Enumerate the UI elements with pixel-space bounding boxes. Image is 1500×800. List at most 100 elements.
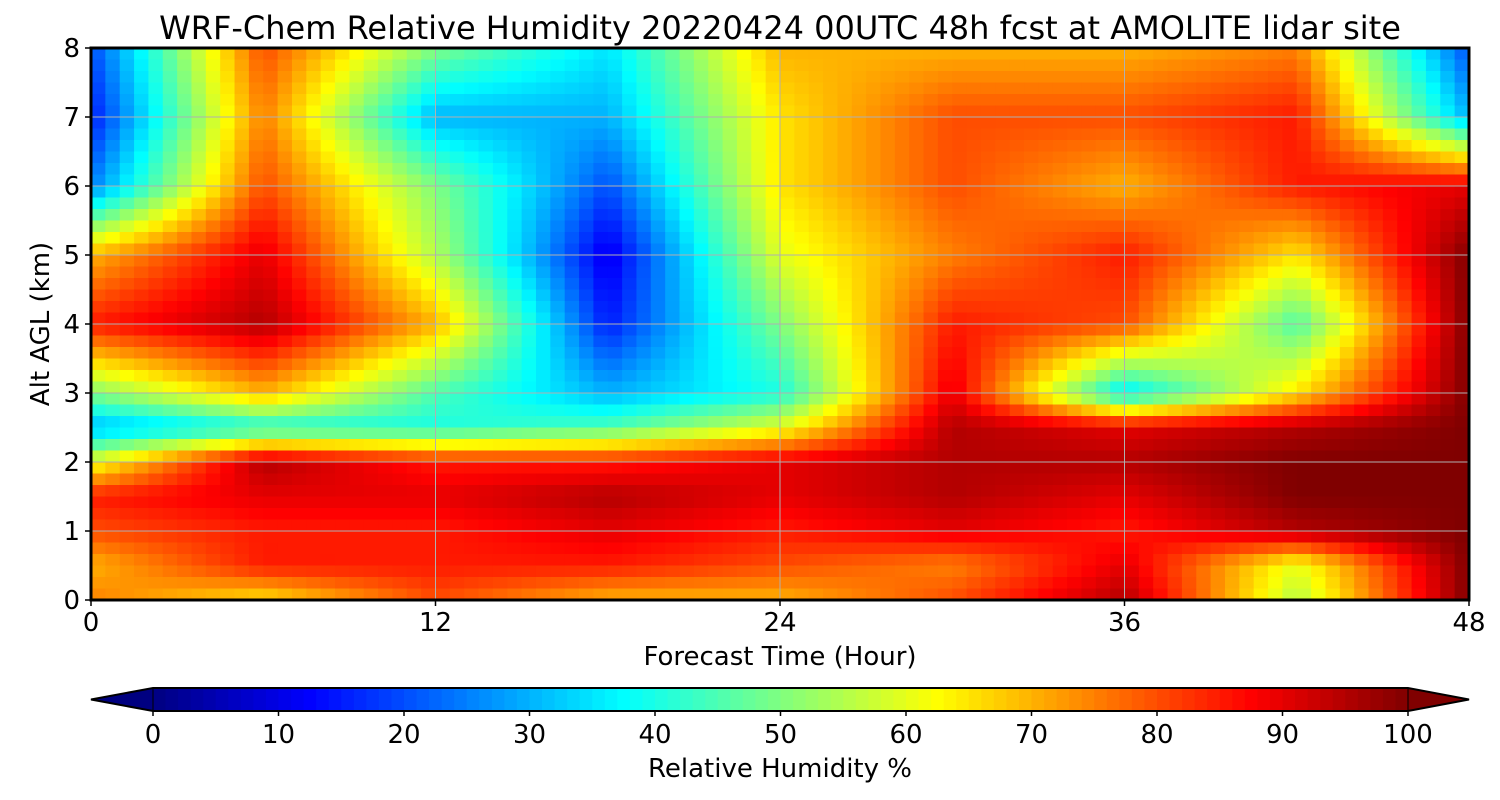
heatmap-cell [449, 289, 465, 302]
heatmap-cell [966, 128, 982, 141]
heatmap-cell [464, 588, 480, 600]
heatmap-cell [1153, 519, 1169, 532]
heatmap-cell [105, 462, 121, 475]
heatmap-cell [1368, 347, 1384, 360]
heatmap-cell [234, 531, 250, 544]
heatmap-cell [1024, 301, 1039, 314]
heatmap-cell [751, 209, 767, 222]
heatmap-cell [335, 462, 350, 475]
heatmap-cell [277, 243, 293, 256]
heatmap-cell [449, 209, 465, 222]
heatmap-cell [191, 186, 207, 199]
heatmap-cell [464, 519, 480, 532]
heatmap-cell [392, 554, 408, 567]
heatmap-cell [1095, 554, 1111, 567]
heatmap-cell [1368, 94, 1384, 107]
heatmap-cell [277, 565, 293, 578]
heatmap-cell [851, 427, 867, 440]
heatmap-cell [392, 94, 408, 107]
heatmap-cell [937, 312, 953, 325]
heatmap-cell [1339, 312, 1355, 325]
heatmap-cell [736, 508, 752, 521]
heatmap-cell [177, 347, 193, 360]
heatmap-cell [1224, 427, 1240, 440]
heatmap-cell [119, 71, 135, 84]
heatmap-cell [995, 473, 1011, 486]
colorbar-segment [1144, 688, 1158, 711]
heatmap-cell [780, 496, 795, 509]
heatmap-cell [1067, 105, 1083, 118]
heatmap-cell [1325, 71, 1341, 84]
heatmap-cell [1311, 243, 1327, 256]
heatmap-cell [1368, 358, 1384, 371]
heatmap-cell [435, 140, 451, 153]
heatmap-cell [751, 163, 767, 176]
heatmap-cell [435, 48, 451, 61]
heatmap-cell [780, 312, 795, 325]
colorbar-segment [303, 688, 317, 711]
heatmap-cell [1196, 370, 1212, 383]
heatmap-cell [679, 473, 695, 486]
heatmap-cell [1397, 128, 1413, 141]
heatmap-cell [1181, 416, 1197, 429]
colorbar-segment [629, 688, 644, 711]
heatmap-cell [205, 496, 221, 509]
heatmap-cell [492, 140, 508, 153]
heatmap-cell [679, 197, 695, 210]
heatmap-cell [148, 358, 164, 371]
heatmap-cell [1440, 312, 1456, 325]
heatmap-cell [521, 416, 537, 429]
heatmap-cell [119, 381, 135, 394]
heatmap-cell [220, 439, 236, 452]
heatmap-cell [449, 255, 465, 268]
heatmap-cell [535, 427, 551, 440]
heatmap-cell [1296, 519, 1312, 532]
heatmap-cell [1153, 450, 1169, 463]
heatmap-cell [1024, 197, 1039, 210]
heatmap-cell [980, 278, 996, 291]
heatmap-cell [1110, 140, 1126, 153]
colorbar-segment [1081, 688, 1095, 711]
heatmap-cell [492, 255, 508, 268]
heatmap-cell [363, 140, 379, 153]
colorbar-label: Relative Humidity % [648, 754, 912, 784]
heatmap-cell [392, 404, 408, 417]
heatmap-cell [134, 266, 150, 279]
heatmap-cell [1397, 266, 1413, 279]
heatmap-cell [220, 151, 236, 164]
heatmap-cell [277, 82, 293, 95]
heatmap-cell [579, 289, 594, 302]
heatmap-cell [1153, 94, 1169, 107]
heatmap-cell [564, 554, 580, 567]
heatmap-cell [679, 232, 695, 245]
heatmap-cell [851, 243, 867, 256]
heatmap-cell [607, 71, 623, 84]
heatmap-cell [234, 117, 250, 130]
heatmap-cell [1196, 577, 1212, 590]
heatmap-cell [478, 94, 494, 107]
heatmap-cell [751, 151, 767, 164]
heatmap-cell [1411, 577, 1427, 590]
heatmap-cell [966, 301, 982, 314]
heatmap-cell [1224, 496, 1240, 509]
heatmap-cell [780, 393, 795, 406]
heatmap-cell [1038, 577, 1054, 590]
heatmap-cell [335, 243, 350, 256]
heatmap-cell [952, 508, 968, 521]
heatmap-cell [693, 565, 709, 578]
heatmap-cell [291, 508, 307, 521]
heatmap-cell [535, 266, 551, 279]
heatmap-cell [894, 381, 910, 394]
heatmap-cell [722, 577, 738, 590]
heatmap-cell [535, 554, 551, 567]
heatmap-cell [693, 163, 709, 176]
heatmap-cell [837, 105, 853, 118]
heatmap-cell [478, 577, 494, 590]
heatmap-cell [980, 197, 996, 210]
heatmap-cell [234, 255, 250, 268]
heatmap-cell [1339, 220, 1355, 233]
heatmap-cell [1138, 588, 1154, 600]
heatmap-cell [780, 542, 795, 555]
heatmap-cell [119, 163, 135, 176]
heatmap-cell [1268, 416, 1283, 429]
